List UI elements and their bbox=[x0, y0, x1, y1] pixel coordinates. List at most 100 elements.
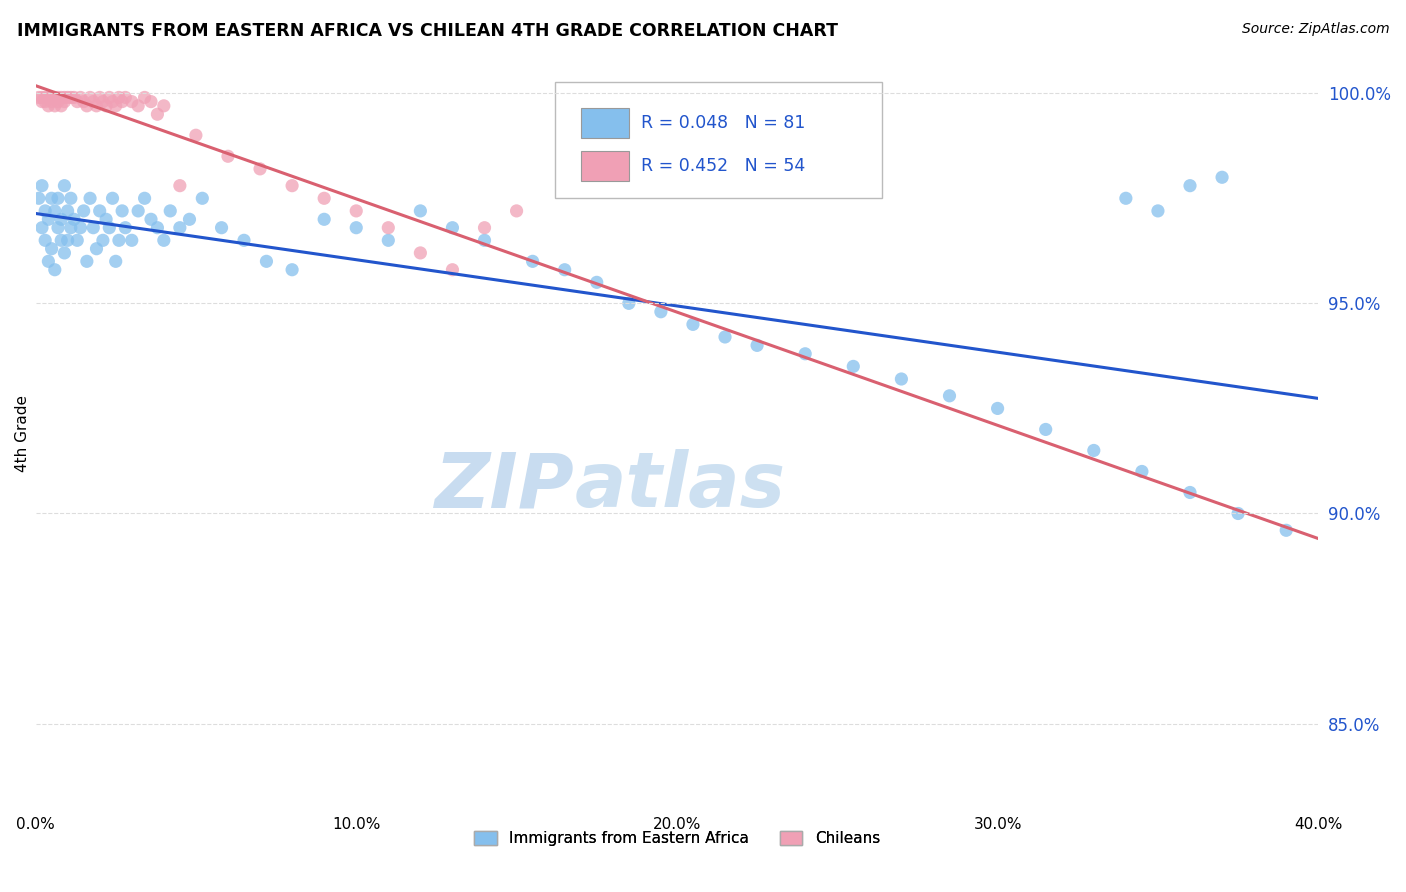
Point bbox=[409, 246, 432, 260]
Point bbox=[314, 212, 336, 227]
Point bbox=[34, 203, 56, 218]
Point bbox=[46, 220, 69, 235]
Text: R = 0.048   N = 81: R = 0.048 N = 81 bbox=[641, 114, 806, 132]
Point bbox=[522, 254, 544, 268]
Point bbox=[82, 95, 104, 109]
Point bbox=[56, 233, 79, 247]
Point bbox=[44, 90, 66, 104]
Point bbox=[46, 95, 69, 109]
Point bbox=[108, 233, 131, 247]
Point bbox=[1227, 507, 1250, 521]
Point bbox=[73, 95, 96, 109]
Point bbox=[134, 191, 156, 205]
Point bbox=[121, 95, 143, 109]
Point bbox=[66, 95, 89, 109]
Point bbox=[44, 262, 66, 277]
Point bbox=[409, 203, 432, 218]
Text: R = 0.452   N = 54: R = 0.452 N = 54 bbox=[641, 157, 806, 175]
Point bbox=[59, 90, 82, 104]
Point bbox=[474, 233, 496, 247]
Point bbox=[79, 90, 101, 104]
Point bbox=[31, 95, 53, 109]
Point bbox=[51, 99, 73, 113]
Point bbox=[191, 191, 214, 205]
Bar bbox=[581, 151, 630, 181]
Point bbox=[69, 220, 91, 235]
Point bbox=[37, 99, 59, 113]
Point bbox=[842, 359, 865, 374]
Point bbox=[134, 90, 156, 104]
Point bbox=[794, 347, 817, 361]
Point bbox=[441, 262, 464, 277]
Point bbox=[101, 95, 124, 109]
Point bbox=[34, 233, 56, 247]
Point bbox=[121, 233, 143, 247]
Point bbox=[1115, 191, 1137, 205]
Point bbox=[104, 99, 127, 113]
Text: Source: ZipAtlas.com: Source: ZipAtlas.com bbox=[1241, 22, 1389, 37]
Point bbox=[53, 95, 76, 109]
Point bbox=[66, 233, 89, 247]
Point bbox=[281, 262, 304, 277]
Point bbox=[938, 389, 960, 403]
Y-axis label: 4th Grade: 4th Grade bbox=[15, 395, 30, 472]
Point bbox=[28, 191, 51, 205]
Point bbox=[682, 318, 704, 332]
Point bbox=[94, 212, 117, 227]
Point bbox=[91, 233, 114, 247]
Point bbox=[41, 95, 63, 109]
Point bbox=[159, 203, 181, 218]
Point bbox=[146, 107, 169, 121]
Point bbox=[56, 90, 79, 104]
Point bbox=[108, 90, 131, 104]
Point bbox=[314, 191, 336, 205]
Point bbox=[585, 276, 607, 290]
Point bbox=[63, 90, 86, 104]
Point bbox=[89, 90, 111, 104]
Point bbox=[1083, 443, 1105, 458]
Point bbox=[153, 233, 176, 247]
Point bbox=[505, 203, 527, 218]
Point bbox=[1211, 170, 1233, 185]
Point bbox=[1178, 178, 1201, 193]
Point bbox=[650, 305, 672, 319]
Point bbox=[37, 90, 59, 104]
Point bbox=[59, 220, 82, 235]
Point bbox=[344, 203, 367, 218]
Point bbox=[114, 90, 136, 104]
Text: ZIP: ZIP bbox=[434, 449, 574, 523]
Point bbox=[745, 338, 768, 352]
Point bbox=[474, 220, 496, 235]
Point bbox=[714, 330, 737, 344]
Point bbox=[89, 203, 111, 218]
Point bbox=[31, 220, 53, 235]
Point bbox=[69, 90, 91, 104]
Point bbox=[28, 90, 51, 104]
Point bbox=[890, 372, 912, 386]
Point bbox=[153, 99, 176, 113]
Point bbox=[73, 203, 96, 218]
Point bbox=[256, 254, 278, 268]
Point bbox=[111, 95, 134, 109]
Point bbox=[1147, 203, 1170, 218]
Point bbox=[1035, 422, 1057, 436]
Point bbox=[31, 178, 53, 193]
Point bbox=[46, 191, 69, 205]
Point bbox=[377, 233, 399, 247]
Point bbox=[79, 191, 101, 205]
Point bbox=[344, 220, 367, 235]
Point bbox=[53, 246, 76, 260]
Point bbox=[44, 99, 66, 113]
Point bbox=[139, 95, 162, 109]
Point bbox=[41, 191, 63, 205]
Point bbox=[51, 233, 73, 247]
Point bbox=[554, 262, 576, 277]
Point bbox=[179, 212, 201, 227]
Point bbox=[76, 254, 98, 268]
Point bbox=[146, 220, 169, 235]
Point bbox=[217, 149, 239, 163]
Point bbox=[987, 401, 1010, 416]
Point bbox=[51, 90, 73, 104]
Legend: Immigrants from Eastern Africa, Chileans: Immigrants from Eastern Africa, Chileans bbox=[468, 825, 886, 853]
Point bbox=[86, 99, 108, 113]
